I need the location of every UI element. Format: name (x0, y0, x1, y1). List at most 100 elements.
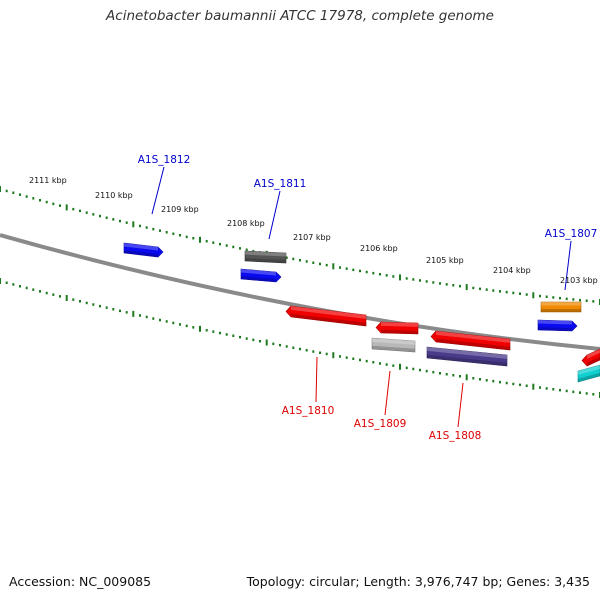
minor-tick (539, 294, 541, 298)
minor-tick (279, 343, 281, 347)
feature-cyan-edge[interactable] (577, 364, 600, 383)
gene-label-a1s-1812[interactable]: A1S_1812 (138, 154, 191, 215)
kbp-label: 2104 kbp (493, 266, 531, 275)
minor-tick (92, 303, 95, 306)
gene-label-text[interactable]: A1S_1810 (282, 405, 335, 417)
minor-tick (205, 329, 208, 332)
minor-tick (245, 337, 248, 340)
minor-tick (112, 218, 115, 221)
minor-tick (492, 289, 495, 292)
minor-tick (192, 326, 195, 329)
minor-tick (432, 370, 435, 374)
minor-tick (25, 195, 28, 198)
minor-tick (299, 347, 301, 351)
feature-red-edge[interactable] (581, 348, 600, 367)
feature-red-1810[interactable] (285, 305, 367, 327)
feature-blue-1-shade (124, 250, 158, 257)
gene-label-a1s-1809[interactable]: A1S_1809 (354, 370, 407, 430)
minor-tick (359, 269, 361, 273)
minor-tick (192, 237, 195, 240)
minor-tick (85, 301, 88, 305)
minor-tick (125, 311, 128, 314)
gene-label-text[interactable]: A1S_1809 (354, 418, 407, 430)
minor-tick (565, 297, 568, 301)
minor-tick (72, 298, 75, 301)
gene-label-a1s-1807[interactable]: A1S_1807 (545, 228, 598, 291)
minor-tick (512, 382, 515, 386)
feature-blue-2[interactable] (240, 268, 282, 283)
minor-tick (405, 366, 408, 370)
minor-tick (445, 373, 448, 376)
minor-tick (239, 247, 241, 250)
gene-label-a1s-1810[interactable]: A1S_1810 (282, 356, 335, 417)
leader-line (564, 240, 572, 291)
minor-tick (485, 379, 488, 382)
major-tick (399, 363, 401, 370)
gene-label-text[interactable]: A1S_1808 (429, 430, 482, 442)
feature-orange-body (540, 301, 582, 313)
feature-cyan-edge-body (577, 364, 600, 383)
gene-label-text[interactable]: A1S_1812 (138, 154, 191, 166)
minor-tick (379, 273, 381, 276)
gene-label-text[interactable]: A1S_1811 (254, 178, 307, 190)
minor-tick (12, 191, 15, 194)
minor-tick (125, 221, 128, 224)
inner-tick-row (0, 278, 600, 398)
minor-tick (185, 235, 188, 239)
minor-tick (379, 362, 381, 365)
minor-tick (305, 260, 308, 263)
major-tick (0, 278, 1, 284)
feature-gray-dark[interactable] (244, 250, 287, 264)
kbp-label: 2111 kbp (29, 176, 67, 185)
feature-blue-1[interactable] (123, 242, 164, 258)
minor-tick (105, 306, 108, 309)
feature-blue-3[interactable] (537, 319, 578, 332)
minor-tick (139, 314, 141, 317)
minor-tick (499, 380, 501, 384)
minor-tick (172, 321, 175, 325)
minor-tick (285, 256, 288, 259)
minor-tick (112, 308, 115, 311)
major-tick (132, 310, 135, 317)
minor-tick (305, 349, 308, 352)
minor-tick (239, 335, 241, 339)
feature-gray-light[interactable] (371, 337, 416, 353)
minor-tick (172, 232, 175, 235)
minor-tick (325, 263, 328, 267)
minor-tick (232, 245, 235, 249)
feature-orange[interactable] (540, 301, 582, 313)
minor-tick (52, 293, 55, 296)
minor-tick (99, 214, 101, 218)
minor-tick (259, 340, 261, 343)
gene-label-text[interactable]: A1S_1807 (545, 228, 598, 240)
feature-blue-2-shade (241, 276, 276, 282)
minor-tick (512, 291, 515, 295)
minor-tick (19, 193, 21, 196)
feature-red-1809[interactable] (375, 321, 419, 335)
gene-label-a1s-1811[interactable]: A1S_1811 (254, 178, 307, 240)
minor-tick (459, 375, 461, 378)
major-tick (465, 284, 468, 291)
minor-tick (79, 300, 81, 303)
feature-red-1810-highlight (291, 306, 366, 319)
feature-blue-3-body (537, 319, 578, 332)
minor-tick (445, 283, 448, 286)
minor-tick (39, 290, 41, 293)
feature-gray-light-shade (372, 345, 415, 352)
feature-gray-dark-body (244, 250, 287, 264)
minor-tick (292, 257, 295, 261)
gene-label-a1s-1808[interactable]: A1S_1808 (429, 382, 482, 442)
feature-blue-2-highlight (241, 269, 276, 276)
minor-tick (45, 291, 48, 295)
minor-tick (272, 342, 275, 346)
minor-tick (99, 304, 101, 308)
minor-tick (585, 392, 588, 395)
feature-red-1808[interactable] (430, 330, 511, 351)
feature-purple[interactable] (426, 346, 508, 367)
minor-tick (545, 387, 548, 390)
minor-tick (385, 363, 388, 366)
minor-tick (185, 324, 188, 328)
minor-tick (405, 277, 408, 280)
genome-summary-text: Topology: circular; Length: 3,976,747 bp… (246, 574, 590, 589)
